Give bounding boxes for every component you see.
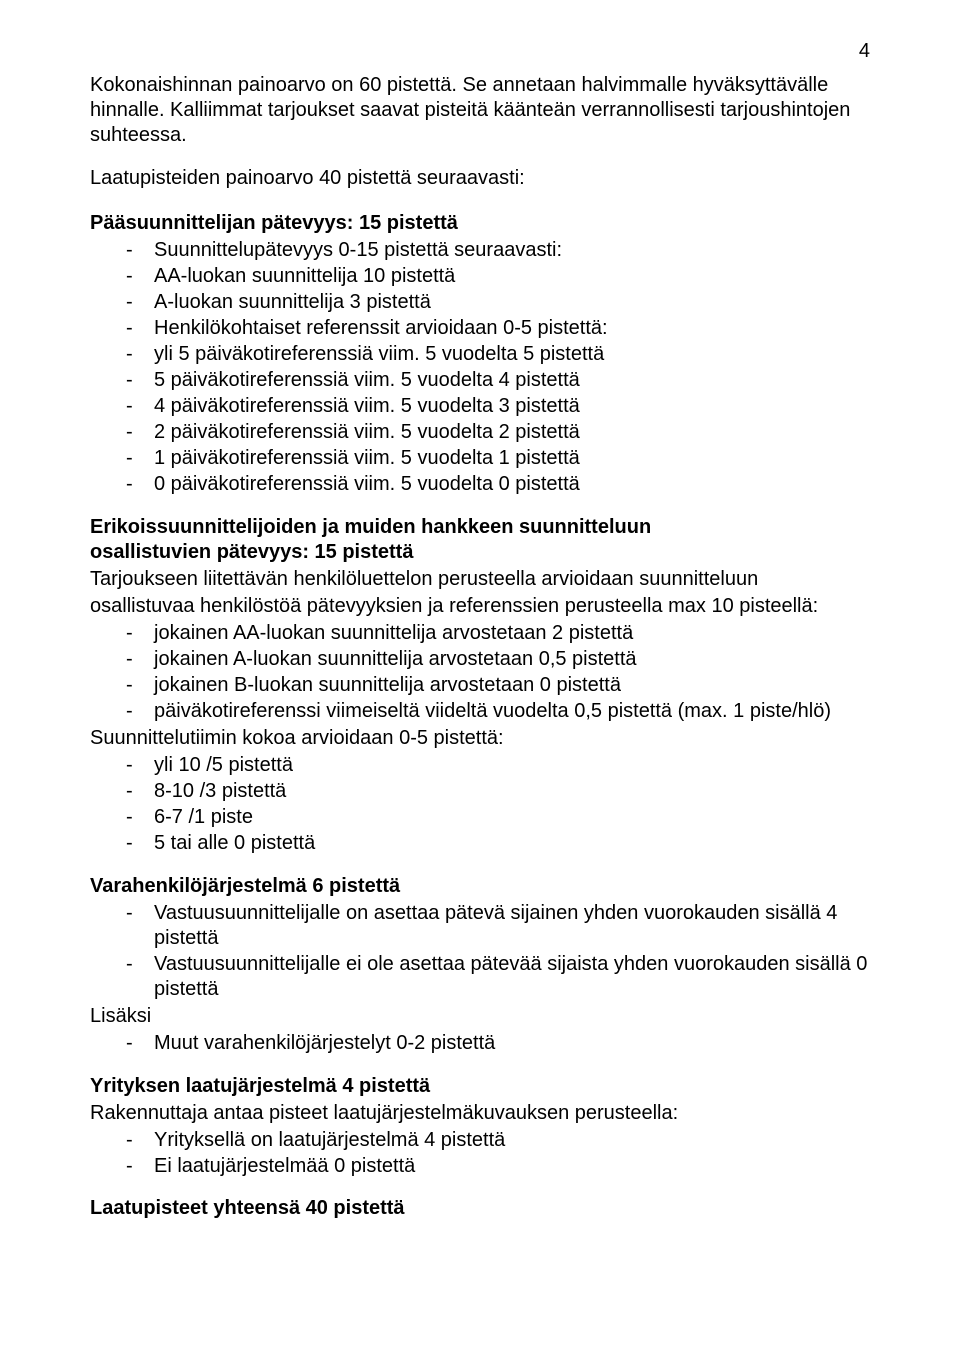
list-item: 2 päiväkotireferenssiä viim. 5 vuodelta … <box>90 420 870 445</box>
list-item: yli 10 /5 pistettä <box>90 753 870 778</box>
sec2-list2: yli 10 /5 pistettä 8-10 /3 pistettä 6-7 … <box>90 753 870 856</box>
list-item: A-luokan suunnittelija 3 pistettä <box>90 290 870 315</box>
list-item: Vastuusuunnittelijalle on asettaa pätevä… <box>90 901 870 951</box>
list-item: 8-10 /3 pistettä <box>90 779 870 804</box>
list-item: Yrityksellä on laatujärjestelmä 4 pistet… <box>90 1128 870 1153</box>
sec2-title-line1: Erikoissuunnittelijoiden ja muiden hankk… <box>90 515 870 540</box>
sec2-para-line1: Tarjoukseen liitettävän henkilöluettelon… <box>90 567 870 592</box>
list-item: Henkilökohtaiset referenssit arvioidaan … <box>90 316 870 341</box>
list-item: Vastuusuunnittelijalle ei ole asettaa pä… <box>90 952 870 1002</box>
sec4-list: Yrityksellä on laatujärjestelmä 4 pistet… <box>90 1128 870 1179</box>
sec3-list2: Muut varahenkilöjärjestelyt 0-2 pistettä <box>90 1031 870 1056</box>
page-number: 4 <box>90 40 870 63</box>
list-item: päiväkotireferenssi viimeiseltä viideltä… <box>90 699 870 724</box>
intro-paragraph: Kokonaishinnan painoarvo on 60 pistettä.… <box>90 73 870 148</box>
sec2-title-line2: osallistuvien pätevyys: 15 pistettä <box>90 540 870 565</box>
list-item: 0 päiväkotireferenssiä viim. 5 vuodelta … <box>90 472 870 497</box>
list-item: yli 5 päiväkotireferenssiä viim. 5 vuode… <box>90 342 870 367</box>
list-item: 1 päiväkotireferenssiä viim. 5 vuodelta … <box>90 446 870 471</box>
final-total: Laatupisteet yhteensä 40 pistettä <box>90 1197 870 1220</box>
sec1-title: Pääsuunnittelijan pätevyys: 15 pistettä <box>90 211 870 236</box>
list-item: 4 päiväkotireferenssiä viim. 5 vuodelta … <box>90 394 870 419</box>
list-item: Ei laatujärjestelmää 0 pistettä <box>90 1154 870 1179</box>
sec4-title: Yrityksen laatujärjestelmä 4 pistettä <box>90 1074 870 1099</box>
sec2-para-line2: osallistuvaa henkilöstöä pätevyyksien ja… <box>90 594 870 619</box>
sec2-list1: jokainen AA-luokan suunnittelija arvoste… <box>90 621 870 724</box>
list-item: 5 tai alle 0 pistettä <box>90 831 870 856</box>
list-item: Muut varahenkilöjärjestelyt 0-2 pistettä <box>90 1031 870 1056</box>
list-item: AA-luokan suunnittelija 10 pistettä <box>90 264 870 289</box>
list-item: jokainen AA-luokan suunnittelija arvoste… <box>90 621 870 646</box>
sec3-title: Varahenkilöjärjestelmä 6 pistettä <box>90 874 870 899</box>
list-item: jokainen B-luokan suunnittelija arvostet… <box>90 673 870 698</box>
sec1-list: Suunnittelupätevyys 0-15 pistettä seuraa… <box>90 238 870 497</box>
sec3-lisaksi: Lisäksi <box>90 1004 870 1029</box>
list-item: 6-7 /1 piste <box>90 805 870 830</box>
sec2-mid-line: Suunnittelutiimin kokoa arvioidaan 0-5 p… <box>90 726 870 751</box>
list-item: jokainen A-luokan suunnittelija arvostet… <box>90 647 870 672</box>
list-item: 5 päiväkotireferenssiä viim. 5 vuodelta … <box>90 368 870 393</box>
sec3-list: Vastuusuunnittelijalle on asettaa pätevä… <box>90 901 870 1002</box>
lead-line: Laatupisteiden painoarvo 40 pistettä seu… <box>90 166 870 191</box>
list-item: Suunnittelupätevyys 0-15 pistettä seuraa… <box>90 238 870 263</box>
sec4-lead: Rakennuttaja antaa pisteet laatujärjeste… <box>90 1101 870 1126</box>
